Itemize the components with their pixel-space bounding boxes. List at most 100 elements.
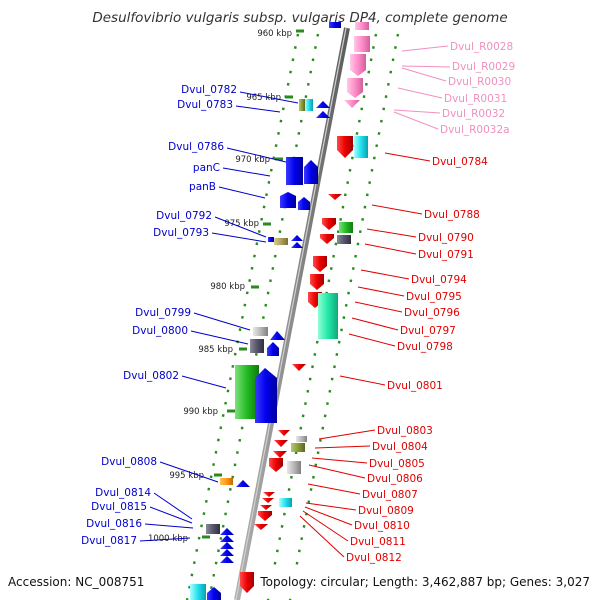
tick-label-990: 990 kbp	[183, 407, 218, 417]
gene-dvul-0792	[268, 237, 274, 242]
connector	[401, 65, 451, 68]
gene-dvul-0782	[299, 99, 305, 111]
left-connectors	[139, 91, 299, 542]
gene-dvul-0815	[220, 528, 234, 535]
gene-dvul-0791	[320, 234, 334, 244]
accession-text: Accession: NC_008751	[8, 575, 144, 589]
left-features	[190, 99, 330, 600]
feature-top-blue	[329, 22, 341, 28]
gene-label: Dvul_0791	[418, 249, 474, 261]
connector	[307, 483, 361, 495]
gene-arrow	[255, 368, 277, 423]
gene-label: Dvul_0792	[156, 210, 212, 222]
rna-label: Dvul_R0032	[442, 108, 505, 120]
gene-label: panB	[189, 181, 216, 193]
connector	[235, 105, 281, 113]
connector	[139, 537, 191, 542]
left-inner-track	[207, 33, 320, 600]
connector	[211, 232, 267, 243]
connector	[393, 109, 441, 114]
gene-dvul-0797	[318, 293, 338, 339]
right-features	[240, 36, 370, 593]
gene-dvul-0791b	[337, 235, 351, 244]
gene-label: Dvul_0796	[404, 307, 460, 319]
connector	[366, 228, 417, 238]
gene-dvul-0800	[250, 339, 264, 353]
gene-label: Dvul_0807	[362, 489, 418, 501]
connector	[305, 502, 357, 511]
connector	[351, 317, 399, 331]
connector	[190, 330, 249, 345]
gene-label: Dvul_0798	[397, 341, 453, 353]
genome-backbone-highlight	[235, 27, 347, 600]
gene-label: Dvul_0784	[432, 156, 488, 168]
connector	[401, 67, 447, 82]
rna-labels: Dvul_R0028 Dvul_R0029 Dvul_R0030 Dvul_R0…	[440, 41, 515, 136]
connector	[302, 510, 349, 542]
gene-label: Dvul_0800	[132, 325, 188, 337]
connector	[401, 45, 449, 52]
gene-dvul-0807	[263, 492, 275, 497]
connector	[218, 186, 266, 199]
connector	[360, 269, 410, 280]
gene-dvul-0804	[274, 440, 288, 447]
gene-label: Dvul_0799	[135, 307, 191, 319]
gene-dvul-0784b	[354, 136, 368, 158]
gene-label: Dvul_0802	[123, 370, 179, 382]
connector	[397, 87, 443, 99]
gene-dvul-0814	[206, 524, 220, 534]
topology-text: Topology: circular; Length: 3,462,887 bp…	[259, 575, 590, 589]
gene-dvul-0784	[337, 136, 353, 158]
gene-label: Dvul_0805	[369, 458, 425, 470]
gene-label: Dvul_0797	[400, 325, 456, 337]
gene-label: Dvul_0806	[367, 473, 423, 485]
connector	[239, 91, 299, 104]
connector	[222, 167, 271, 177]
connector	[357, 286, 405, 297]
gene-dvul-r0031	[344, 100, 360, 108]
gene-label: Dvul_0801	[387, 380, 443, 392]
connector	[314, 445, 371, 449]
rna-label: Dvul_R0028	[450, 41, 513, 53]
gene-arrow	[267, 342, 279, 356]
gene-arrow	[207, 587, 221, 600]
gene-arrow	[304, 160, 318, 184]
gene-label: Dvul_0793	[153, 227, 209, 239]
connector	[193, 312, 251, 331]
tick-label-970: 970 kbp	[235, 155, 270, 165]
map-title: Desulfovibrio vulgaris subsp. vulgaris D…	[92, 10, 507, 26]
gene-dvul-0806b	[287, 461, 301, 474]
gene-label: Dvul_0811	[350, 536, 406, 548]
gene-label: Dvul_0809	[358, 505, 414, 517]
gene-dvul-0812	[254, 524, 268, 530]
gene-label: Dvul_0814	[95, 487, 151, 499]
gene-label: Dvul_0803	[377, 425, 433, 437]
gene-arrow	[220, 549, 234, 556]
gene-dvul-0809b	[279, 498, 292, 507]
gene-arrow	[236, 480, 250, 487]
connector	[226, 147, 287, 163]
gene-label: Dvul_0812	[346, 552, 402, 564]
connector	[354, 301, 403, 313]
footer-left-bg	[4, 572, 154, 592]
rna-label: Dvul_R0031	[444, 93, 507, 105]
gene-dvul-0790	[322, 218, 336, 230]
gene-label: Dvul_0817	[81, 535, 137, 547]
tick-label-995: 995 kbp	[169, 471, 204, 481]
gene-label: Dvul_0808	[101, 456, 157, 468]
gene-label: Dvul_0810	[354, 520, 410, 532]
gene-label: Dvul_0788	[424, 209, 480, 221]
gene-label: panC	[193, 162, 220, 174]
rna-connectors	[393, 45, 451, 130]
right-connectors	[299, 152, 431, 558]
right-labels: Dvul_0784 Dvul_0788 Dvul_0790 Dvul_0791 …	[346, 156, 488, 564]
gene-arrow	[316, 111, 330, 118]
gene-dvul-0799	[253, 327, 268, 336]
gene-dvul-r0029	[350, 54, 366, 76]
rna-label: Dvul_R0030	[448, 76, 511, 88]
feature-top-pink	[355, 22, 369, 30]
tick-label-960: 960 kbp	[257, 29, 292, 39]
gene-arrow	[220, 556, 234, 563]
gene-label: Dvul_0782	[181, 84, 237, 96]
